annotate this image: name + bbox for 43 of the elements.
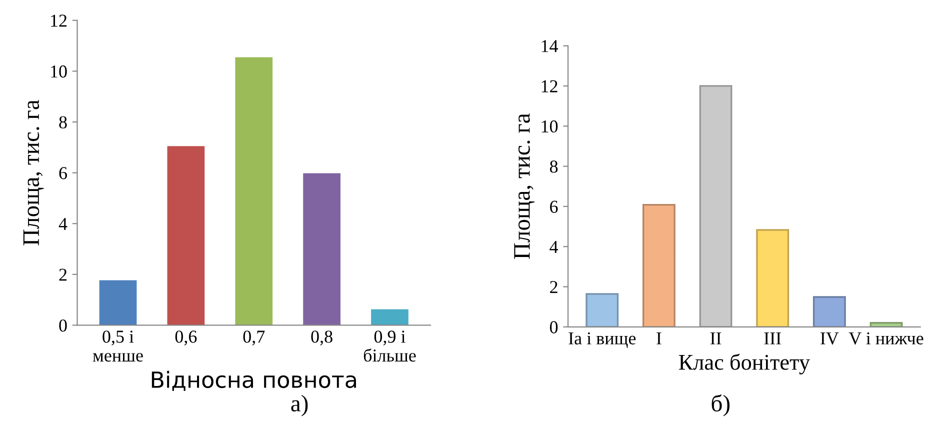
x-tick-label: 0,8 — [311, 330, 332, 346]
bar — [870, 322, 903, 327]
bar — [167, 146, 205, 326]
x-axis-title: Відносна повнота — [152, 370, 356, 391]
x-tick-label: IV — [820, 332, 839, 345]
bar — [586, 293, 619, 327]
bar — [642, 204, 676, 327]
bar — [371, 309, 408, 326]
x-tick-label: II — [710, 332, 722, 344]
y-tick-label: 14 — [542, 40, 558, 52]
x-tick-label: III — [764, 332, 781, 344]
y-tick-label: 4 — [550, 240, 558, 253]
bar — [756, 229, 790, 327]
bar — [235, 57, 273, 326]
x-tick-label: 0,9 і більше — [364, 330, 416, 362]
y-tick-label: 12 — [51, 14, 67, 27]
x-tick-label: Ia і вище — [568, 332, 636, 348]
y-tick-label: 2 — [59, 268, 67, 281]
y-tick-label: 10 — [51, 65, 67, 78]
y-axis-title: Площа, тис. га — [23, 100, 44, 246]
y-tick-label: 10 — [542, 120, 558, 133]
x-tick-label: 0,5 і менше — [92, 330, 143, 362]
x-tick-label: 0,6 — [175, 330, 197, 346]
y-tick-label: 6 — [550, 200, 558, 213]
text: б) — [712, 394, 730, 416]
x-tick-label: I — [656, 332, 662, 344]
bar — [99, 280, 137, 326]
bar — [812, 296, 846, 327]
y-tick-label: 6 — [59, 167, 67, 180]
bar — [303, 173, 340, 326]
text: а) — [291, 394, 308, 416]
x-axis-title: Клас бонітету — [678, 354, 810, 374]
x-tick-label: 0,7 — [243, 330, 265, 346]
y-tick-label: 2 — [550, 281, 558, 294]
x-tick-label: V і нижче — [848, 332, 924, 345]
y-tick-label: 8 — [550, 160, 558, 173]
y-tick-label: 8 — [59, 116, 67, 128]
y-tick-label: 4 — [58, 218, 68, 230]
bar — [699, 85, 732, 327]
y-tick-label: 0 — [550, 321, 558, 334]
y-tick-label: 0 — [59, 319, 67, 332]
y-tick-label: 12 — [542, 80, 558, 92]
y-axis-title: Площа, тис. га — [514, 113, 535, 259]
